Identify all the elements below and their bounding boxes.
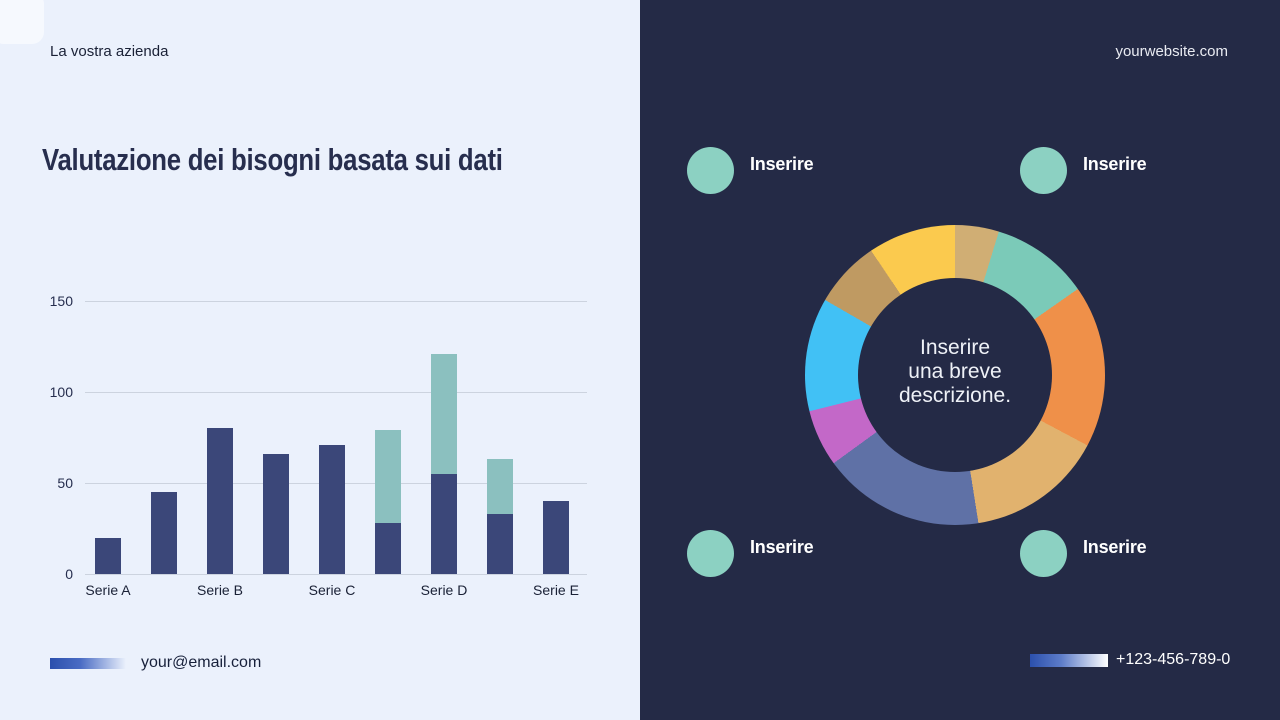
company-name: La vostra azienda (50, 43, 169, 60)
callout-circle-icon (1020, 530, 1067, 577)
callout-label: Inserire (750, 153, 814, 174)
callout-label: Inserire (1083, 153, 1147, 174)
callout-label: Inserire (1083, 536, 1147, 557)
email-text: your@email.com (141, 654, 262, 671)
donut-center-line: descrizione. (898, 384, 1012, 407)
callout-label: Inserire (750, 536, 814, 557)
callout-top-right: Inserire (1020, 147, 1147, 194)
callout-bottom-left: Inserire (687, 530, 814, 577)
donut-center-line: Inserire (919, 336, 991, 359)
callout-bottom-right: Inserire (1020, 530, 1147, 577)
email-contact: your@email.com (50, 654, 261, 672)
callout-circle-icon (687, 530, 734, 577)
donut-chart: Inserire una breve descrizione. (805, 225, 1105, 525)
callout-top-left: Inserire (687, 147, 814, 194)
phone-contact: +123-456-789-0 (1030, 651, 1230, 669)
donut-hole: Inserire una breve descrizione. (858, 278, 1052, 472)
donut-center-line: una breve (908, 360, 1002, 383)
email-accent-bar (50, 657, 126, 669)
phone-accent-bar (1030, 653, 1108, 667)
left-panel: La vostra azienda Valutazione dei bisogn… (0, 0, 640, 720)
callout-circle-icon (1020, 147, 1067, 194)
callout-circle-icon (687, 147, 734, 194)
phone-text: +123-456-789-0 (1116, 651, 1231, 668)
right-panel: yourwebsite.com Inserire Inserire Inseri… (640, 0, 1280, 720)
website-text: yourwebsite.com (1115, 43, 1228, 60)
page-title: Valutazione dei bisogni basata sui dati (42, 142, 503, 177)
corner-tile (0, 0, 44, 44)
